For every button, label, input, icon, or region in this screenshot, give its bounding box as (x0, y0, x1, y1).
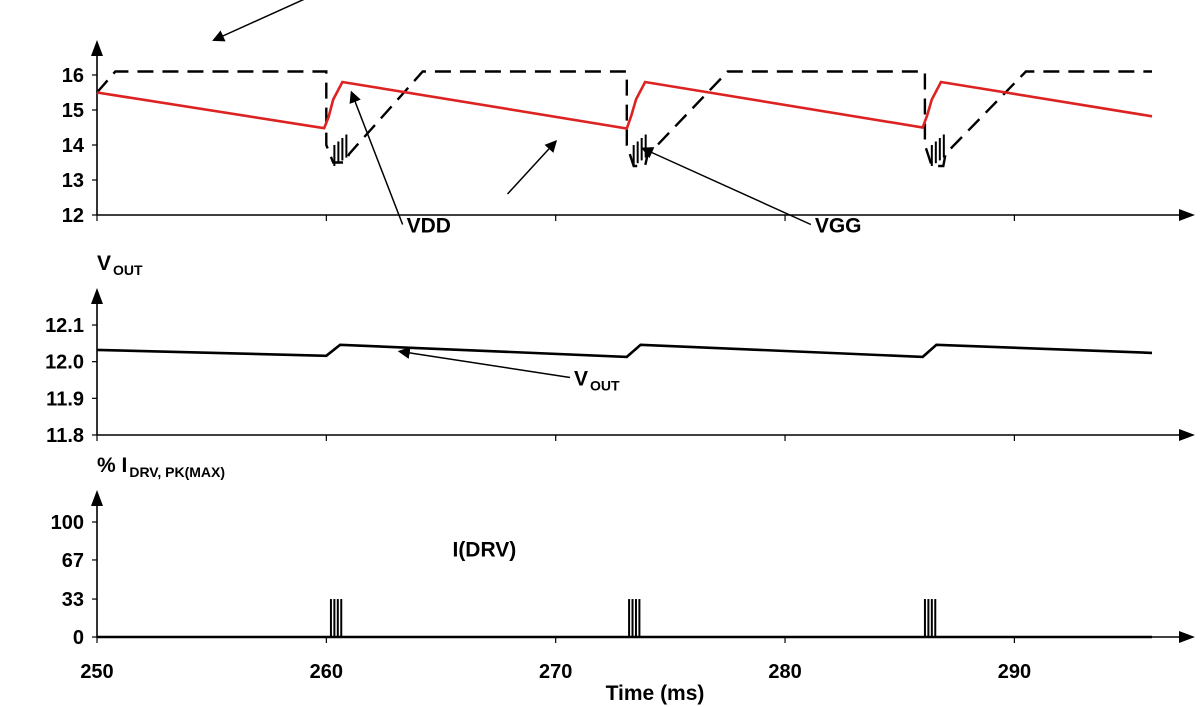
top-series-vdd (96, 80, 1153, 130)
top-y-axis-arrow (91, 40, 103, 56)
x-tick-label: 280 (768, 661, 801, 683)
top-annotation-arrow (641, 147, 812, 226)
middle-y-tick-label: 11.8 (46, 425, 84, 447)
top-annotation-arrow (506, 140, 558, 195)
axes-layer (91, 40, 1195, 643)
x-tick-label: 270 (539, 661, 572, 683)
middle-x-axis-arrow (1179, 429, 1195, 441)
middle-y-tick-label: 12.0 (45, 352, 84, 374)
top-annotation-label: VDD (407, 215, 451, 238)
x-tick-label: 260 (310, 661, 343, 683)
middle-y-axis-arrow (91, 288, 103, 304)
top-annotation-arrow (349, 90, 404, 225)
text-layer: Time (ms) 12 13 14 15 16 VGG VDD VGG 11.8 11.9 12.… (45, 0, 1031, 705)
top-series-vgg (96, 70, 1152, 168)
bottom-y-tick-label: 67 (62, 550, 84, 572)
bottom-y-axis-label: % I DRV, PK(MAX) (97, 454, 225, 480)
bottom-x-axis-arrow (1179, 631, 1195, 643)
bottom-y-tick-label: 0 (73, 627, 84, 649)
middle-series-vout (96, 343, 1153, 359)
top-annotation-arrow (212, 0, 305, 42)
middle-annotation-label: V OUT (574, 368, 620, 394)
x-axis-label: Time (ms) (606, 682, 705, 705)
bottom-annotation-label: I(DRV) (452, 539, 516, 562)
top-y-tick-label: 13 (62, 170, 84, 192)
middle-y-tick-label: 11.9 (46, 388, 84, 410)
bottom-y-tick-label: 33 (62, 589, 84, 611)
top-annotation-label: VGG (329, 0, 376, 3)
x-tick-label: 250 (80, 661, 113, 683)
top-annotation-label: VGG (815, 215, 862, 238)
bottom-y-axis-arrow (91, 490, 103, 506)
top-y-tick-label: 14 (62, 135, 85, 157)
x-tick-label: 290 (998, 661, 1031, 683)
middle-y-tick-label: 12.1 (45, 315, 84, 337)
bottom-y-tick-label: 100 (51, 512, 84, 534)
middle-y-axis-label: V OUT (97, 252, 143, 278)
top-y-tick-label: 12 (62, 205, 84, 227)
series-layer (96, 70, 1153, 639)
top-y-tick-label: 16 (62, 65, 84, 87)
middle-annotation-arrow (397, 346, 571, 379)
top-x-axis-arrow (1179, 209, 1195, 221)
top-y-tick-label: 15 (62, 100, 84, 122)
